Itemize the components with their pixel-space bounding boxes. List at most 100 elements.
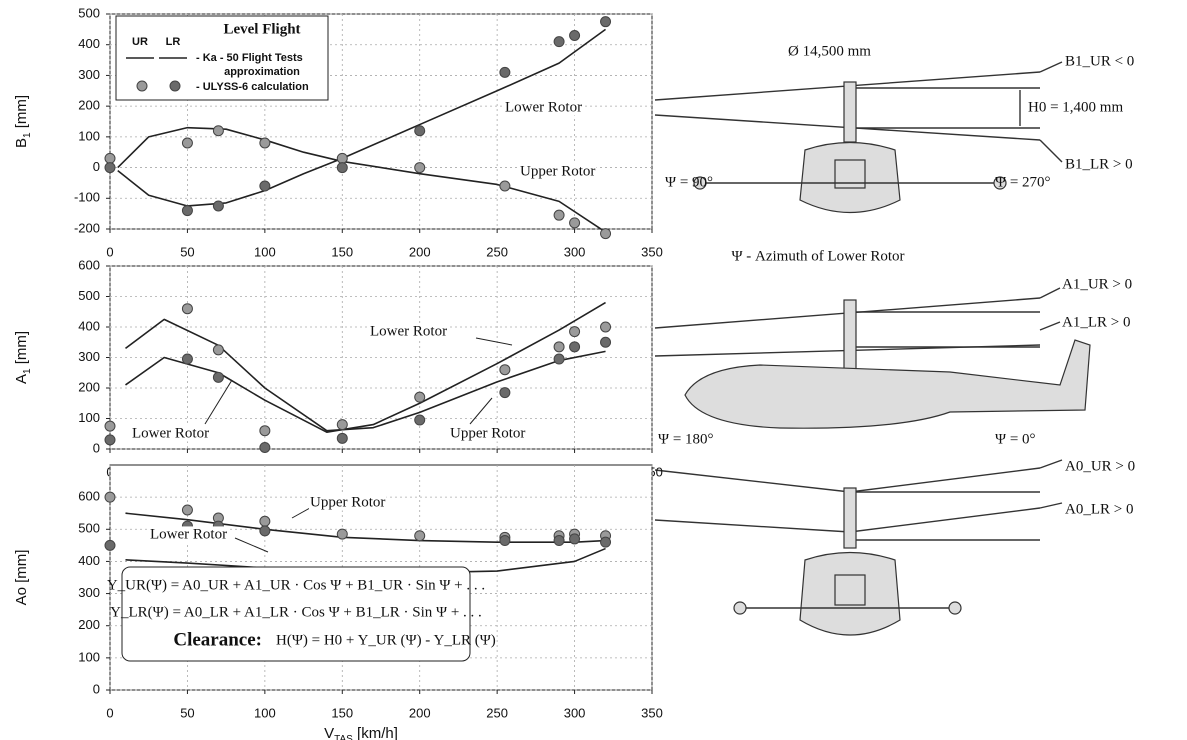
data-point: [105, 492, 115, 502]
legend-marker: [137, 81, 147, 91]
legend-entry: - Ka - 50 Flight Tests: [196, 52, 303, 64]
y-tick-label: 600: [78, 257, 100, 272]
diagram-label: Ψ = 90°: [665, 174, 713, 190]
x-tick-label: 200: [409, 244, 431, 259]
diagram-label: B1_LR > 0: [1065, 156, 1133, 172]
x-tick-label: 0: [106, 244, 113, 259]
axis-label-part: A: [13, 374, 30, 384]
data-point: [500, 388, 510, 398]
x-tick-label: 50: [180, 244, 194, 259]
formula: Y_UR(Ψ) = A0_UR + A1_UR · Cos Ψ + B1_UR …: [107, 577, 485, 593]
x-tick-label: 0: [106, 705, 113, 720]
diagram-label: A1_UR > 0: [1062, 276, 1132, 292]
helicopter-side: [655, 288, 1090, 428]
y-tick-label: 400: [78, 36, 100, 51]
data-point: [570, 534, 580, 544]
diagram-label: A0_LR > 0: [1065, 501, 1133, 517]
data-point: [500, 67, 510, 77]
x-tick-label: 100: [254, 244, 276, 259]
data-point: [601, 337, 611, 347]
data-point: [182, 304, 192, 314]
diagram-label: A0_UR > 0: [1065, 458, 1135, 474]
x-tick-label: 100: [254, 705, 276, 720]
data-point: [182, 206, 192, 216]
curve-label: Lower Rotor: [370, 323, 447, 339]
data-point: [260, 181, 270, 191]
formula: Y_LR(Ψ) = A0_LR + A1_LR · Cos Ψ + B1_LR …: [110, 604, 482, 620]
data-point: [213, 372, 223, 382]
axis-label-part: [mm]: [13, 331, 30, 369]
axis-label-part: V: [324, 725, 334, 740]
data-point: [415, 126, 425, 136]
y-tick-label: 300: [78, 349, 100, 364]
figure: -200-1000100200300400500B1 [mm]050100150…: [0, 0, 1187, 740]
axis-label: B1 [mm]: [13, 95, 33, 148]
data-point: [182, 505, 192, 515]
axis-label: VTAS [km/h]: [324, 725, 398, 740]
data-point: [554, 536, 564, 546]
diagram-label: B1_UR < 0: [1065, 53, 1134, 69]
data-point: [500, 536, 510, 546]
curve-label: Lower Rotor: [132, 425, 209, 441]
curve-label: Lower Rotor: [150, 526, 227, 542]
y-tick-label: 400: [78, 553, 100, 568]
legend-marker: [170, 81, 180, 91]
data-point: [260, 442, 270, 452]
helicopter-front-bottom: [655, 460, 1062, 635]
data-point: [601, 229, 611, 239]
data-point: [570, 342, 580, 352]
data-point: [415, 163, 425, 173]
x-tick-label: 200: [409, 705, 431, 720]
data-point: [570, 327, 580, 337]
y-tick-label: 0: [93, 159, 100, 174]
data-point: [105, 421, 115, 431]
axis-label-part: [mm]: [13, 95, 30, 133]
y-tick-label: 500: [78, 5, 100, 20]
y-tick-label: 100: [78, 410, 100, 425]
data-point: [182, 354, 192, 364]
data-point: [500, 365, 510, 375]
data-point: [260, 138, 270, 148]
data-point: [601, 322, 611, 332]
data-point: [337, 163, 347, 173]
x-tick-label: 250: [486, 244, 508, 259]
curve-label: Upper Rotor: [450, 425, 525, 441]
data-point: [554, 37, 564, 47]
data-point: [337, 433, 347, 443]
data-point: [260, 516, 270, 526]
x-tick-label: 350: [641, 705, 663, 720]
y-tick-label: 300: [78, 67, 100, 82]
data-point: [554, 342, 564, 352]
diagram-label: H0 = 1,400 mm: [1028, 99, 1123, 115]
data-point: [337, 420, 347, 430]
data-point: [213, 201, 223, 211]
legend-column: UR: [132, 36, 148, 48]
y-tick-label: 0: [93, 681, 100, 696]
data-point: [570, 31, 580, 41]
axis-label-part: B: [13, 138, 30, 148]
y-tick-label: 400: [78, 318, 100, 333]
data-point: [415, 415, 425, 425]
x-tick-label: 300: [564, 705, 586, 720]
legend-title: Level Flight: [223, 21, 300, 37]
data-point: [554, 354, 564, 364]
y-tick-label: 500: [78, 521, 100, 536]
data-point: [105, 435, 115, 445]
diagram-label: Ψ = 270°: [995, 174, 1051, 190]
axis-label: Ao [mm]: [13, 550, 30, 606]
y-tick-label: -200: [74, 220, 100, 235]
y-tick-label: 600: [78, 489, 100, 504]
x-tick-label: 300: [564, 244, 586, 259]
data-point: [337, 153, 347, 163]
x-tick-label: 150: [331, 705, 353, 720]
data-point: [415, 392, 425, 402]
y-tick-label: 200: [78, 98, 100, 113]
axis-label-part: [km/h]: [353, 725, 398, 740]
data-point: [105, 540, 115, 550]
diagram-label: Ψ - Azimuth of Lower Rotor: [731, 248, 904, 264]
legend-entry: - ULYSS-6 calculation: [196, 81, 309, 93]
data-point: [213, 126, 223, 136]
y-tick-label: 200: [78, 617, 100, 632]
curve-label: Upper Rotor: [310, 494, 385, 510]
diagram-label: Ø 14,500 mm: [788, 43, 871, 59]
